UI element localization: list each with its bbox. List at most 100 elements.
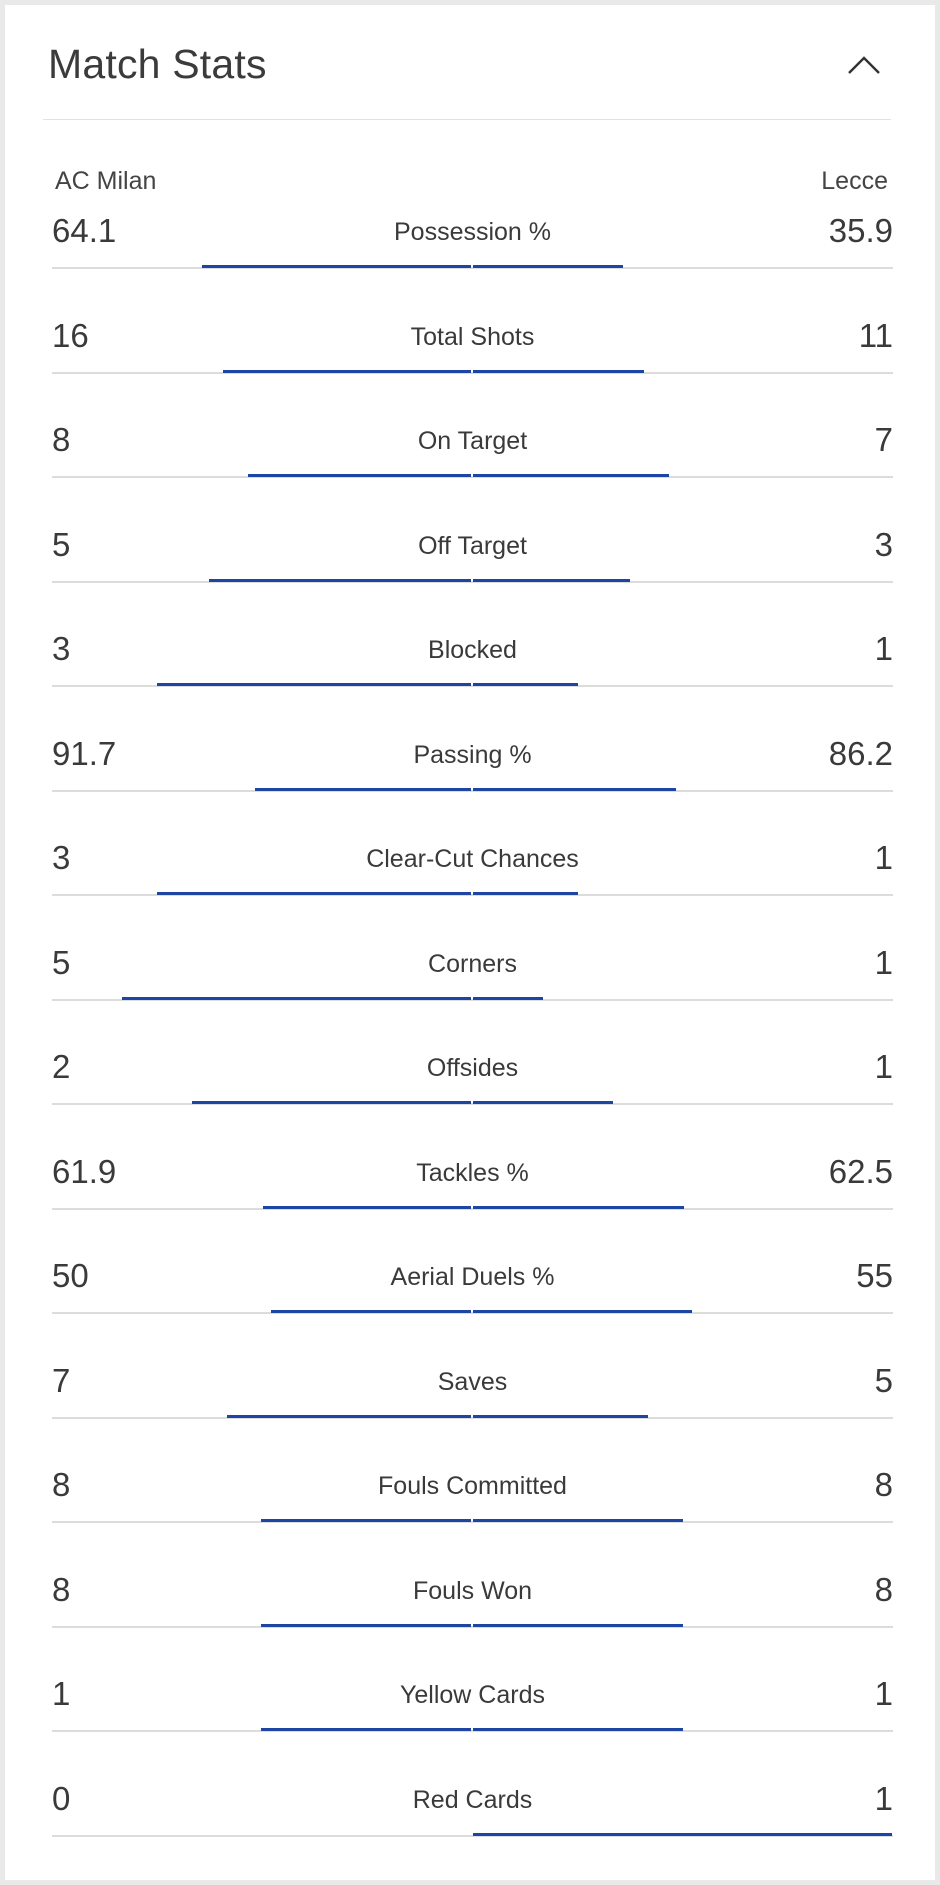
stat-label: Saves <box>437 1367 508 1396</box>
away-stat-value: 8 <box>874 1570 893 1608</box>
stat-row: 5 Corners 1 <box>52 943 893 1047</box>
away-stat-bar <box>473 892 578 895</box>
away-stat-value: 1 <box>874 839 893 876</box>
stat-baseline <box>52 1521 893 1523</box>
stat-baseline <box>52 685 893 687</box>
away-stat-value: 1 <box>874 943 893 981</box>
home-stat-bar <box>192 1101 471 1104</box>
home-stat-value: 64.1 <box>52 212 117 249</box>
stat-label: Corners <box>428 949 517 978</box>
stat-row: 7 Saves 5 <box>52 1361 893 1465</box>
stat-baseline <box>52 1834 893 1837</box>
stat-row: 91.7 Passing % 86.2 <box>52 734 893 838</box>
away-stat-value: 86.2 <box>828 734 893 772</box>
stat-baseline <box>52 1207 893 1210</box>
away-stat-bar <box>473 996 543 1000</box>
home-stat-bar <box>202 265 471 268</box>
away-stat-value: 62.5 <box>828 1152 893 1190</box>
stat-row: 8 Fouls Won 8 <box>52 1570 893 1674</box>
home-stat-bar <box>271 1310 471 1313</box>
home-stat-value: 5 <box>52 943 71 981</box>
home-stat-bar <box>157 892 471 895</box>
stat-label: Red Cards <box>412 1785 533 1814</box>
stat-baseline <box>52 1730 893 1732</box>
home-stat-value: 61.9 <box>52 1152 117 1190</box>
away-stat-bar <box>473 1728 683 1731</box>
stat-baseline <box>52 1416 893 1419</box>
home-stat-bar <box>261 1728 471 1731</box>
page-title: Match Stats <box>48 41 267 87</box>
stat-row: 2 Offsides 1 <box>52 1047 893 1151</box>
stat-label: Possession % <box>393 218 552 246</box>
stat-row: 8 On Target 7 <box>52 420 893 524</box>
stat-baseline <box>52 789 893 792</box>
home-stat-bar <box>227 1414 471 1418</box>
away-stat-bar <box>473 683 578 686</box>
home-stat-value: 5 <box>52 525 71 563</box>
away-stat-bar <box>473 474 669 477</box>
away-stat-bar <box>473 1205 684 1209</box>
stats-list: 64.1 Possession % 35.9 16 Total Shots 11 8 On T… <box>5 5 935 1880</box>
home-stat-bar <box>255 787 471 791</box>
chevron-up-icon <box>848 56 880 74</box>
stat-row: 16 Total Shots 11 <box>52 316 893 420</box>
home-stat-bar <box>248 474 471 477</box>
stat-baseline <box>52 580 893 583</box>
away-stat-value: 11 <box>858 316 893 354</box>
away-stat-value: 3 <box>874 525 893 563</box>
stat-row: 50 Aerial Duels % 55 <box>52 1256 893 1360</box>
home-stat-value: 0 <box>52 1779 71 1817</box>
stat-row: 64.1 Possession % 35.9 <box>52 211 893 315</box>
home-stat-value: 8 <box>52 1570 71 1608</box>
home-stat-bar <box>261 1623 471 1627</box>
away-stat-value: 55 <box>856 1257 893 1294</box>
stat-baseline <box>52 476 893 478</box>
stat-row: 0 Red Cards 1 <box>52 1779 893 1883</box>
away-stat-value: 1 <box>874 630 893 667</box>
stat-row: 8 Fouls Committed 8 <box>52 1465 893 1569</box>
stat-label: Off Target <box>418 531 527 560</box>
away-team-name: Lecce <box>821 167 888 195</box>
home-stat-bar <box>223 369 471 373</box>
stat-baseline <box>52 1103 893 1105</box>
home-stat-value: 91.7 <box>52 734 117 772</box>
stat-label: Clear-Cut Chances <box>366 845 579 873</box>
stat-label: Fouls Won <box>412 1576 533 1605</box>
stat-label: Total Shots <box>410 322 535 351</box>
away-stat-bar <box>473 787 676 791</box>
home-stat-value: 8 <box>52 421 71 458</box>
away-stat-bar <box>473 265 623 268</box>
team-names: AC Milan Lecce <box>52 167 888 197</box>
match-stats-header: Match Stats <box>43 5 891 120</box>
away-stat-value: 1 <box>874 1779 893 1817</box>
stat-row: 61.9 Tackles % 62.5 <box>52 1152 893 1256</box>
home-stat-value: 16 <box>52 316 89 354</box>
home-stat-value: 2 <box>52 1048 71 1085</box>
home-stat-value: 8 <box>52 1466 71 1503</box>
stat-label: Fouls Committed <box>378 1472 567 1500</box>
away-stat-value: 7 <box>874 421 893 458</box>
home-stat-value: 1 <box>52 1675 71 1712</box>
stat-label: Aerial Duels % <box>390 1263 555 1291</box>
stat-baseline <box>52 371 893 374</box>
home-stat-bar <box>157 683 471 686</box>
collapse-button[interactable] <box>837 39 891 93</box>
away-stat-bar <box>473 1832 892 1836</box>
home-stat-bar <box>209 578 471 582</box>
stat-label: Tackles % <box>416 1158 529 1187</box>
home-stat-bar <box>261 1519 471 1522</box>
home-stat-value: 50 <box>52 1257 89 1294</box>
home-stat-bar <box>122 996 471 1000</box>
stat-row: 3 Blocked 1 <box>52 629 893 733</box>
away-stat-bar <box>473 1310 692 1313</box>
stat-baseline <box>52 1312 893 1314</box>
away-stat-value: 1 <box>874 1048 893 1085</box>
away-stat-value: 35.9 <box>828 212 893 249</box>
stat-row: 1 Yellow Cards 1 <box>52 1674 893 1778</box>
stat-row: 5 Off Target 3 <box>52 525 893 629</box>
stat-row: 3 Clear-Cut Chances 1 <box>52 838 893 942</box>
away-stat-bar <box>473 369 644 373</box>
away-stat-bar <box>473 1101 613 1104</box>
away-stat-bar <box>473 578 630 582</box>
match-stats-card: Match Stats AC Milan Lecce 64.1 Possessio… <box>5 5 935 1880</box>
